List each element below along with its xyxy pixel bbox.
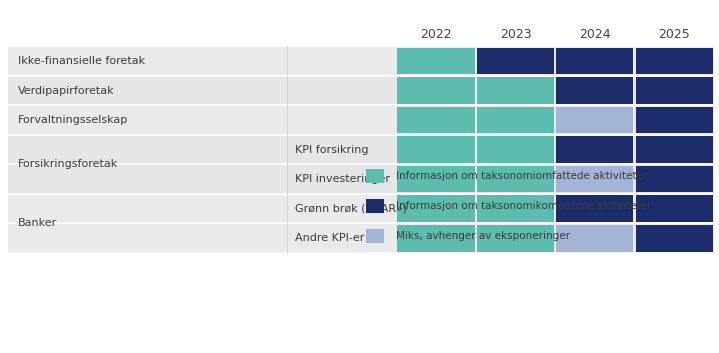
Bar [557, 136, 633, 163]
Bar [477, 136, 554, 163]
Bar [557, 48, 633, 74]
Bar [398, 48, 475, 74]
Bar [398, 107, 475, 133]
Text: Ikke-finansielle foretak: Ikke-finansielle foretak [18, 56, 145, 66]
Bar [636, 107, 713, 133]
Bar [636, 48, 713, 74]
Bar [557, 166, 633, 192]
Bar [8, 105, 714, 135]
Bar [398, 77, 475, 104]
Text: Verdipapirforetak: Verdipapirforetak [18, 85, 114, 96]
Text: 2024: 2024 [579, 28, 610, 41]
Bar [557, 107, 633, 133]
Bar [366, 199, 384, 213]
Bar [8, 135, 714, 194]
Bar [557, 196, 633, 222]
Bar [8, 46, 714, 76]
Text: KPI forsikring: KPI forsikring [295, 145, 368, 155]
Text: Banker: Banker [18, 219, 58, 228]
Bar [366, 229, 384, 243]
Bar [398, 196, 475, 222]
Text: Andre KPI-er: Andre KPI-er [295, 233, 365, 243]
Bar [636, 166, 713, 192]
Text: Informasjon om taksonomiomfattede aktiviteter: Informasjon om taksonomiomfattede aktivi… [396, 171, 648, 181]
Bar [557, 225, 633, 252]
Text: Forsikringsforetak: Forsikringsforetak [18, 160, 118, 169]
Text: KPI investeringer: KPI investeringer [295, 174, 390, 184]
Bar [477, 107, 554, 133]
Bar [477, 196, 554, 222]
Text: 2022: 2022 [420, 28, 452, 41]
Bar [366, 169, 384, 183]
Bar [557, 77, 633, 104]
Bar [398, 136, 475, 163]
Bar [477, 48, 554, 74]
Bar [636, 136, 713, 163]
Text: Forvaltningsselskap: Forvaltningsselskap [18, 115, 128, 125]
Text: Miks, avhenger av eksponeringer: Miks, avhenger av eksponeringer [396, 231, 570, 241]
Text: 2025: 2025 [659, 28, 690, 41]
Text: Informasjon om taksonomikompatible aktiviteter: Informasjon om taksonomikompatible aktiv… [396, 201, 651, 211]
Text: Grønn brøk («GAR»): Grønn brøk («GAR») [295, 204, 407, 214]
Bar [477, 77, 554, 104]
Bar [477, 225, 554, 252]
Bar [8, 194, 714, 253]
Bar [636, 196, 713, 222]
Bar [398, 166, 475, 192]
Bar [477, 166, 554, 192]
Bar [636, 225, 713, 252]
Text: 2023: 2023 [500, 28, 531, 41]
Bar [398, 225, 475, 252]
Bar [636, 77, 713, 104]
Bar [8, 76, 714, 105]
